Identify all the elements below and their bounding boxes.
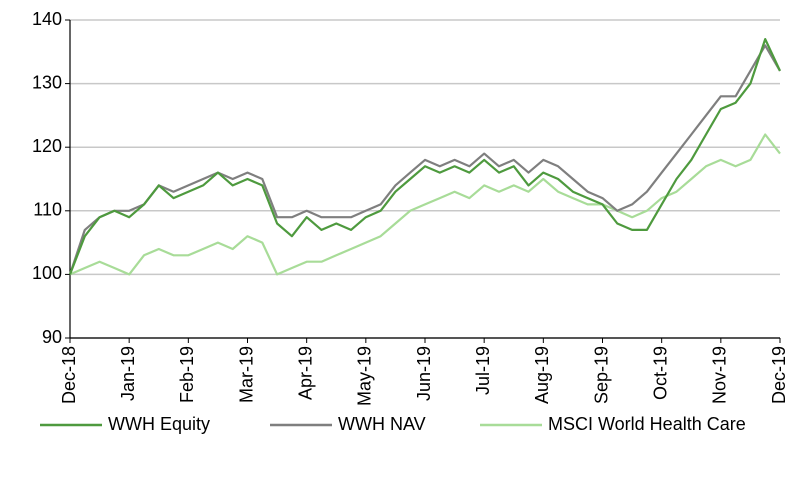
x-tick-label: Oct-19 — [650, 346, 670, 400]
x-tick-label: Dec-19 — [769, 346, 789, 404]
series-line — [68, 38, 781, 275]
x-tick-label: Aug-19 — [532, 346, 552, 404]
legend-label: MSCI World Health Care — [548, 414, 746, 434]
x-tick-label: Nov-19 — [710, 346, 730, 404]
y-tick-label: 100 — [32, 263, 62, 283]
x-tick-label: Jul-19 — [473, 346, 493, 395]
x-tick-label: Apr-19 — [295, 346, 315, 400]
legend-label: WWH Equity — [108, 414, 210, 434]
x-tick-label: Dec-18 — [59, 346, 79, 404]
x-tick-label: Jun-19 — [414, 346, 434, 401]
legend-label: WWH NAV — [338, 414, 426, 434]
series-line — [69, 133, 781, 276]
x-tick-label: Feb-19 — [177, 346, 197, 403]
y-tick-label: 110 — [33, 200, 62, 220]
x-tick-label: Mar-19 — [236, 346, 256, 403]
y-tick-label: 120 — [32, 136, 62, 156]
y-tick-label: 140 — [32, 9, 62, 29]
x-tick-label: May-19 — [355, 346, 375, 406]
series-line — [68, 44, 781, 275]
y-tick-label: 90 — [42, 327, 62, 347]
y-tick-label: 130 — [32, 72, 62, 92]
x-tick-label: Sep-19 — [591, 346, 611, 404]
x-tick-label: Jan-19 — [118, 346, 138, 401]
